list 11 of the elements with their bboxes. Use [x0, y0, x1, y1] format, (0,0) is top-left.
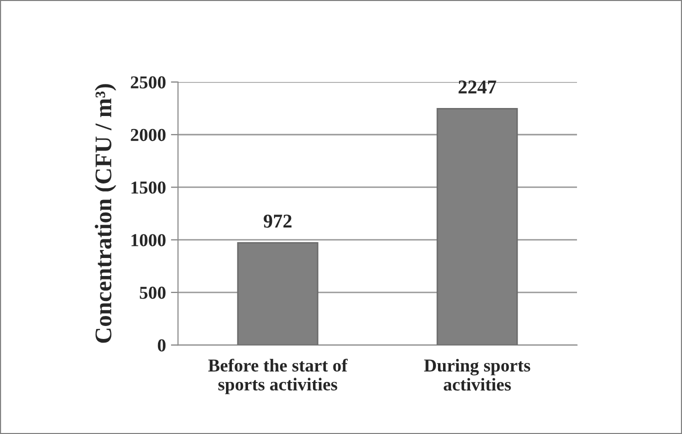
x-tick-label: During sports activities: [424, 358, 530, 391]
y-tick-label: 1000: [132, 234, 166, 246]
y-tick-label: 500: [140, 286, 166, 299]
y-tick-label: 2000: [130, 128, 166, 142]
y-tick-label: 2500: [130, 76, 166, 88]
x-tick-label: Before the start of sports activities: [208, 358, 348, 394]
y-tick-label: 1500: [132, 181, 166, 194]
y-axis-title: Concentration (CFU / m³): [94, 84, 116, 343]
data-label: 972: [264, 214, 292, 228]
data-label: 2247: [458, 80, 496, 94]
y-tick-label: 0: [158, 339, 166, 352]
